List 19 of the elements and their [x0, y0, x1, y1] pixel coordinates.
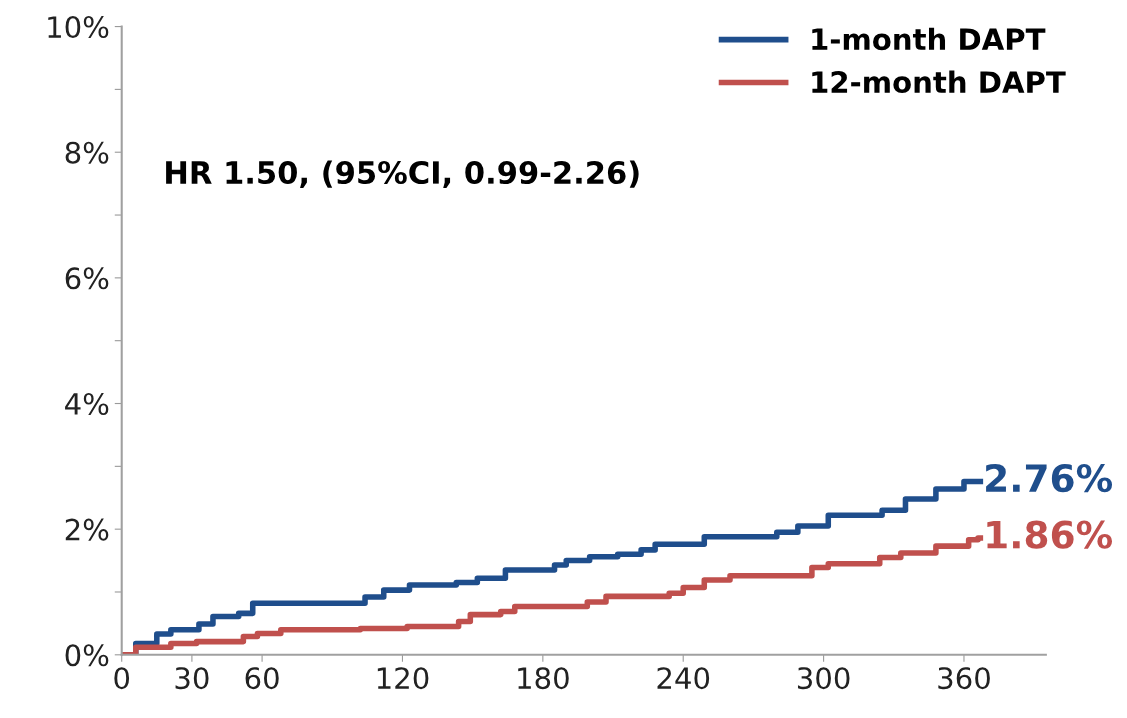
data-label: 2.76%	[986, 463, 1113, 493]
legend-label: 12-month DAPT	[812, 70, 1066, 94]
data-label: 1.86%	[987, 520, 1113, 549]
y-tick-label: 6%	[65, 267, 109, 290]
x-tick-label: 300	[797, 667, 850, 690]
x-tick-label: 0	[114, 667, 130, 690]
y-tick-label: 0%	[65, 644, 109, 667]
y-tick-label: 10%	[48, 16, 109, 39]
y-tick-label: 4%	[65, 392, 109, 416]
annotation: HR 1.50, (95%CI, 0.99-2.26)	[166, 160, 639, 188]
legend-label: 1-month DAPT	[812, 27, 1046, 51]
x-tick-label: 120	[377, 667, 429, 690]
x-tick-label: 180	[518, 667, 569, 690]
x-tick-label: 60	[245, 667, 279, 690]
x-tick-label: 240	[657, 667, 710, 690]
x-tick-label: 30	[175, 667, 209, 690]
x-tick-label: 360	[938, 667, 990, 690]
y-tick-label: 8%	[65, 141, 109, 164]
y-tick-label: 2%	[65, 518, 109, 541]
